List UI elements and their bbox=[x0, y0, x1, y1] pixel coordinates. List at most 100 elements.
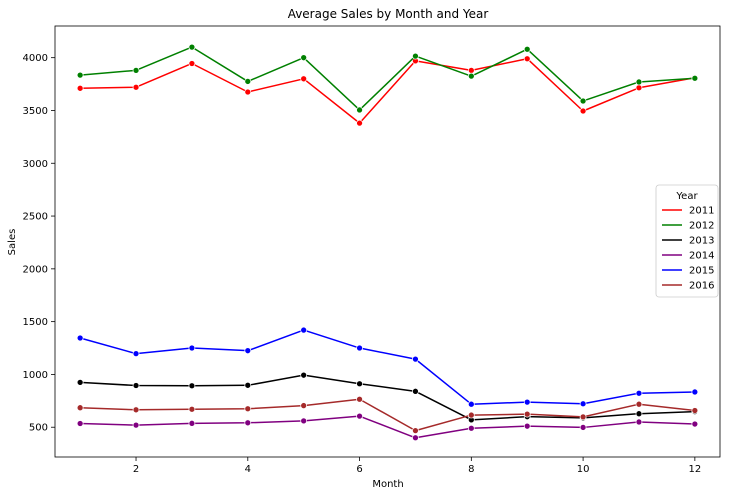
y-tick-label: 1500 bbox=[23, 317, 48, 328]
x-tick-label: 4 bbox=[245, 464, 251, 475]
data-point-2014 bbox=[132, 421, 140, 429]
x-tick-label: 12 bbox=[688, 464, 701, 475]
data-point-2015 bbox=[132, 350, 140, 357]
data-point-2012 bbox=[635, 78, 643, 86]
data-point-2014 bbox=[76, 420, 84, 427]
data-point-2016 bbox=[356, 395, 363, 403]
y-tick-label: 3000 bbox=[23, 159, 48, 170]
data-point-2012 bbox=[244, 78, 252, 85]
data-point-2011 bbox=[523, 55, 531, 63]
legend-label-2013: 2013 bbox=[689, 236, 714, 247]
data-point-2014 bbox=[523, 422, 531, 430]
legend-label-2011: 2011 bbox=[689, 206, 714, 217]
y-axis-label: Sales bbox=[7, 229, 18, 256]
legend: Year 2011 2012 2013 2014 2015 2016 bbox=[655, 184, 719, 298]
data-point-2016 bbox=[579, 413, 587, 421]
series-line-2014 bbox=[80, 415, 695, 439]
data-point-2013 bbox=[132, 382, 140, 389]
series-line-2011 bbox=[80, 57, 695, 124]
plot-area: 2 4 6 8 10 12 500 1000 1500 2000 2500 3000 3500 4000 bbox=[23, 25, 721, 475]
data-point-2015 bbox=[244, 347, 252, 355]
series-line-2013 bbox=[80, 374, 695, 421]
data-point-2014 bbox=[300, 417, 308, 425]
series-line-2012 bbox=[80, 46, 695, 111]
data-point-2015 bbox=[300, 326, 308, 334]
data-point-2011 bbox=[635, 84, 643, 92]
data-point-2016 bbox=[76, 404, 84, 412]
x-axis-label: Month bbox=[372, 479, 403, 490]
chart-title: Average Sales by Month and Year bbox=[288, 7, 489, 21]
data-point-2012 bbox=[132, 66, 140, 74]
data-point-2014 bbox=[356, 412, 363, 420]
data-point-2012 bbox=[300, 54, 308, 62]
data-point-2015 bbox=[635, 389, 643, 397]
data-point-2016 bbox=[467, 411, 475, 419]
y-tick-label: 4000 bbox=[23, 53, 48, 64]
data-point-2015 bbox=[412, 355, 419, 363]
data-point-2013 bbox=[412, 387, 419, 395]
data-point-2011 bbox=[579, 107, 587, 115]
y-tick-label: 2000 bbox=[23, 264, 48, 275]
data-point-2012 bbox=[467, 72, 475, 80]
data-point-2015 bbox=[188, 344, 196, 352]
data-point-2014 bbox=[188, 419, 196, 427]
axes-frame bbox=[54, 25, 721, 458]
data-point-2012 bbox=[76, 71, 84, 79]
x-tick-label: 6 bbox=[356, 464, 362, 475]
series-line-2016 bbox=[80, 398, 695, 432]
legend-label-2012: 2012 bbox=[689, 221, 714, 232]
data-point-2012 bbox=[691, 74, 699, 82]
data-point-2012 bbox=[188, 43, 196, 51]
series-line-2015 bbox=[79, 329, 695, 405]
y-tick-label: 1000 bbox=[23, 370, 48, 381]
data-point-2014 bbox=[467, 424, 475, 432]
data-point-2011 bbox=[76, 84, 84, 92]
data-point-2015 bbox=[467, 400, 475, 408]
data-point-2014 bbox=[635, 418, 643, 426]
legend-title: Year bbox=[675, 191, 698, 202]
data-point-2013 bbox=[188, 382, 196, 390]
x-tick-label: 2 bbox=[133, 464, 139, 475]
data-point-2016 bbox=[691, 407, 699, 414]
data-point-2011 bbox=[188, 60, 196, 67]
y-tick-label: 2500 bbox=[23, 212, 48, 223]
legend-label-2014: 2014 bbox=[689, 251, 714, 262]
data-point-2014 bbox=[244, 419, 252, 427]
data-point-2011 bbox=[356, 119, 363, 127]
legend-label-2016: 2016 bbox=[689, 281, 714, 292]
legend-label-2015: 2015 bbox=[689, 266, 714, 277]
data-point-2016 bbox=[635, 400, 643, 408]
data-point-2013 bbox=[635, 410, 643, 418]
data-point-2012 bbox=[412, 52, 419, 60]
data-point-2015 bbox=[356, 344, 363, 352]
data-point-2016 bbox=[244, 405, 252, 413]
data-point-2015 bbox=[76, 334, 84, 342]
data-point-2016 bbox=[523, 410, 531, 418]
data-point-2014 bbox=[579, 424, 587, 431]
data-point-2011 bbox=[244, 88, 252, 96]
legend-box bbox=[655, 184, 719, 298]
data-point-2012 bbox=[356, 106, 363, 114]
data-point-2016 bbox=[412, 427, 419, 434]
data-point-2016 bbox=[300, 402, 308, 409]
data-point-2015 bbox=[579, 400, 587, 408]
data-point-2011 bbox=[132, 83, 140, 91]
data-point-2013 bbox=[244, 381, 252, 389]
data-point-2014 bbox=[412, 434, 419, 442]
data-point-2011 bbox=[467, 66, 475, 74]
data-point-2016 bbox=[132, 406, 140, 414]
data-point-2012 bbox=[523, 45, 531, 53]
data-point-2013 bbox=[356, 380, 363, 388]
x-tick-label: 8 bbox=[468, 464, 474, 475]
data-point-2013 bbox=[76, 379, 84, 386]
data-point-2016 bbox=[188, 405, 196, 413]
y-tick-label: 3500 bbox=[23, 106, 48, 117]
data-point-2012 bbox=[579, 97, 587, 105]
x-tick-label: 10 bbox=[577, 464, 590, 475]
data-point-2013 bbox=[300, 371, 308, 379]
data-point-2011 bbox=[300, 75, 308, 83]
data-point-2014 bbox=[691, 420, 699, 428]
y-tick-label: 500 bbox=[29, 423, 48, 434]
